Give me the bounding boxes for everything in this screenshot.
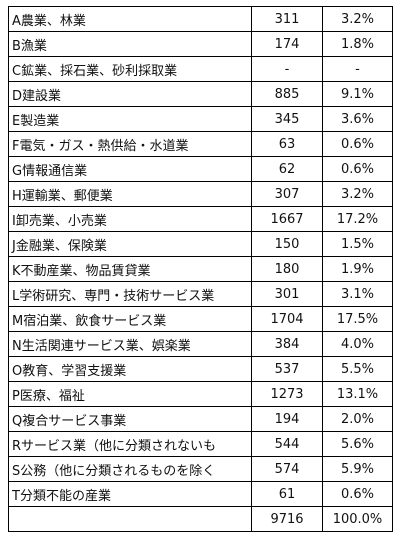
share-cell: 5.5% <box>322 356 393 382</box>
industry-label: Rサービス業（他に分類されないも <box>8 431 252 457</box>
table-row: B漁業 174 1.8% <box>8 31 393 57</box>
industry-label: A農業、林業 <box>8 6 252 32</box>
total-count: 9716 <box>251 506 323 532</box>
total-label <box>8 506 252 532</box>
count-cell: 345 <box>251 106 323 132</box>
table-row: E製造業 345 3.6% <box>8 106 393 132</box>
count-cell: 1273 <box>251 381 323 407</box>
share-cell: 3.2% <box>322 181 393 207</box>
count-cell: 574 <box>251 456 323 482</box>
industry-label: H運輸業、郵便業 <box>8 181 252 207</box>
share-cell: 1.8% <box>322 31 393 57</box>
industry-label: D建設業 <box>8 81 252 107</box>
share-cell: 0.6% <box>322 156 393 182</box>
count-cell: 384 <box>251 331 323 357</box>
share-cell: 4.0% <box>322 331 393 357</box>
industry-label: F電気・ガス・熱供給・水道業 <box>8 131 252 157</box>
count-cell: 544 <box>251 431 323 457</box>
table-row: D建設業 885 9.1% <box>8 81 393 107</box>
count-cell: 311 <box>251 6 323 32</box>
table-row: J金融業、保険業 150 1.5% <box>8 231 393 257</box>
share-cell: 1.9% <box>322 256 393 282</box>
table-row: P医療、福祉 1273 13.1% <box>8 381 393 407</box>
table-row: A農業、林業 311 3.2% <box>8 6 393 32</box>
table-row: F電気・ガス・熱供給・水道業 63 0.6% <box>8 131 393 157</box>
count-cell: 1704 <box>251 306 323 332</box>
industry-label: O教育、学習支援業 <box>8 356 252 382</box>
share-cell: 0.6% <box>322 481 393 507</box>
count-cell: 61 <box>251 481 323 507</box>
industry-label: L学術研究、専門・技術サービス業 <box>8 281 252 307</box>
table-row: Rサービス業（他に分類されないも 544 5.6% <box>8 431 393 457</box>
share-cell: 3.2% <box>322 6 393 32</box>
share-cell: 0.6% <box>322 131 393 157</box>
industry-label: C鉱業、採石業、砂利採取業 <box>8 56 252 82</box>
table-row: Q複合サービス事業 194 2.0% <box>8 406 393 432</box>
count-cell: - <box>251 56 323 82</box>
count-cell: 180 <box>251 256 323 282</box>
industry-label: I卸売業、小売業 <box>8 206 252 232</box>
share-cell: 9.1% <box>322 81 393 107</box>
industry-label: B漁業 <box>8 31 252 57</box>
count-cell: 194 <box>251 406 323 432</box>
total-share: 100.0% <box>322 506 393 532</box>
share-cell: 2.0% <box>322 406 393 432</box>
industry-label: Q複合サービス事業 <box>8 406 252 432</box>
table-row: N生活関連サービス業、娯楽業 384 4.0% <box>8 331 393 357</box>
industry-label: K不動産業、物品賃貸業 <box>8 256 252 282</box>
share-cell: 13.1% <box>322 381 393 407</box>
table-row: L学術研究、専門・技術サービス業 301 3.1% <box>8 281 393 307</box>
count-cell: 63 <box>251 131 323 157</box>
count-cell: 62 <box>251 156 323 182</box>
table-row: O教育、学習支援業 537 5.5% <box>8 356 393 382</box>
share-cell: 1.5% <box>322 231 393 257</box>
share-cell: 5.6% <box>322 431 393 457</box>
count-cell: 301 <box>251 281 323 307</box>
industry-label: G情報通信業 <box>8 156 252 182</box>
table-row: C鉱業、採石業、砂利採取業 - - <box>8 56 393 82</box>
count-cell: 537 <box>251 356 323 382</box>
industry-label: S公務（他に分類されるものを除く <box>8 456 252 482</box>
table-row: T分類不能の産業 61 0.6% <box>8 481 393 507</box>
table-row: I卸売業、小売業 1667 17.2% <box>8 206 393 232</box>
industry-label: P医療、福祉 <box>8 381 252 407</box>
table-row: K不動産業、物品賃貸業 180 1.9% <box>8 256 393 282</box>
share-cell: 3.1% <box>322 281 393 307</box>
count-cell: 307 <box>251 181 323 207</box>
share-cell: 17.5% <box>322 306 393 332</box>
table-body: A農業、林業 311 3.2% B漁業 174 1.8% C鉱業、採石業、砂利採取業 - - D建… <box>8 6 393 532</box>
table-row: G情報通信業 62 0.6% <box>8 156 393 182</box>
table-row: 9716 100.0% <box>8 506 393 532</box>
share-cell: 17.2% <box>322 206 393 232</box>
industry-label: J金融業、保険業 <box>8 231 252 257</box>
table-row: S公務（他に分類されるものを除く 574 5.9% <box>8 456 393 482</box>
table-row: M宿泊業、飲食サービス業 1704 17.5% <box>8 306 393 332</box>
share-cell: 3.6% <box>322 106 393 132</box>
industry-label: T分類不能の産業 <box>8 481 252 507</box>
count-cell: 150 <box>251 231 323 257</box>
share-cell: 5.9% <box>322 456 393 482</box>
industry-table: A農業、林業 311 3.2% B漁業 174 1.8% C鉱業、採石業、砂利採取業 - - D建… <box>8 6 393 532</box>
industry-label: M宿泊業、飲食サービス業 <box>8 306 252 332</box>
share-cell: - <box>322 56 393 82</box>
table-row: H運輸業、郵便業 307 3.2% <box>8 181 393 207</box>
count-cell: 1667 <box>251 206 323 232</box>
industry-label: N生活関連サービス業、娯楽業 <box>8 331 252 357</box>
industry-label: E製造業 <box>8 106 252 132</box>
count-cell: 174 <box>251 31 323 57</box>
count-cell: 885 <box>251 81 323 107</box>
